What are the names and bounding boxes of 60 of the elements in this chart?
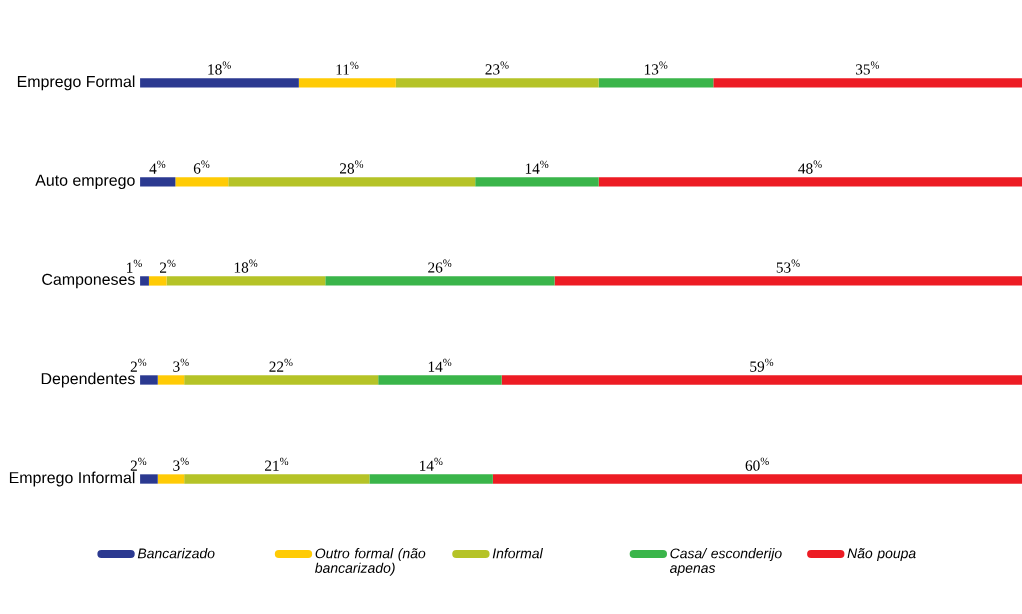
bar <box>554 276 1022 286</box>
data-label: 3$^{%}$ <box>173 457 189 471</box>
data-label: 22$^{%}$ <box>269 358 293 372</box>
bar <box>184 375 379 385</box>
data-label: 35$^{%}$ <box>855 61 880 75</box>
bar <box>175 177 229 187</box>
bar <box>598 177 1022 187</box>
legend-label: Bancarizado <box>137 548 215 559</box>
bar <box>184 474 370 484</box>
data-label: 13$^{%}$ <box>644 61 668 75</box>
bar <box>598 78 714 88</box>
data-label: 21$^{%}$ <box>265 457 289 471</box>
data-label: 2$^{%}$ <box>130 358 147 372</box>
data-label: 14$^{%}$ <box>428 358 452 372</box>
bar <box>378 375 502 385</box>
data-label: 60$^{%}$ <box>745 457 769 471</box>
bar <box>298 78 396 88</box>
y-tick-label: Emprego Formal <box>17 75 135 91</box>
data-label: 11$^{%}$ <box>336 61 359 75</box>
bar <box>713 78 1022 88</box>
data-label: 59$^{%}$ <box>750 358 774 372</box>
data-label: 18$^{%}$ <box>234 259 258 273</box>
y-tick-label: Dependentes <box>41 372 135 388</box>
legend-label: Não poupa <box>847 548 916 562</box>
bar <box>140 375 158 385</box>
data-label: 28$^{%}$ <box>339 160 364 174</box>
bar <box>228 177 476 187</box>
data-label: 48$^{%}$ <box>798 160 822 174</box>
y-tick-label: Emprego Informal <box>9 471 135 487</box>
bar <box>395 78 599 88</box>
bar <box>492 474 1022 484</box>
bar <box>140 177 176 187</box>
data-label: 14$^{%}$ <box>525 160 549 174</box>
bar <box>140 78 299 88</box>
data-label: 2$^{%}$ <box>160 259 176 273</box>
bar <box>140 276 149 286</box>
data-label: 18$^{%}$ <box>208 61 231 75</box>
y-tick-label: Camponeses <box>42 273 135 289</box>
data-label: 14$^{%}$ <box>420 457 443 471</box>
bar <box>157 375 185 385</box>
bar <box>325 276 555 286</box>
legend-label: Casa/ esconderijo apenas <box>669 548 782 576</box>
data-label: 23$^{%}$ <box>485 61 509 75</box>
bar <box>140 474 158 484</box>
data-label: 4$^{%}$ <box>149 160 166 174</box>
legend-label: Outro formal (não bancarizado) <box>315 548 426 576</box>
data-label: 6$^{%}$ <box>193 160 210 174</box>
bar <box>148 276 167 286</box>
y-tick-label: Auto emprego <box>35 174 135 190</box>
data-label: 2$^{%}$ <box>130 457 147 471</box>
bar <box>166 276 326 286</box>
bar <box>475 177 599 187</box>
data-label: 3$^{%}$ <box>173 358 189 372</box>
data-label: 53$^{%}$ <box>776 259 800 273</box>
data-label: 1$^{%}$ <box>127 259 142 273</box>
bar <box>501 375 1022 385</box>
bar <box>157 474 185 484</box>
bar <box>369 474 493 484</box>
data-label: 26$^{%}$ <box>428 259 452 273</box>
legend-label: Informal <box>492 548 543 559</box>
